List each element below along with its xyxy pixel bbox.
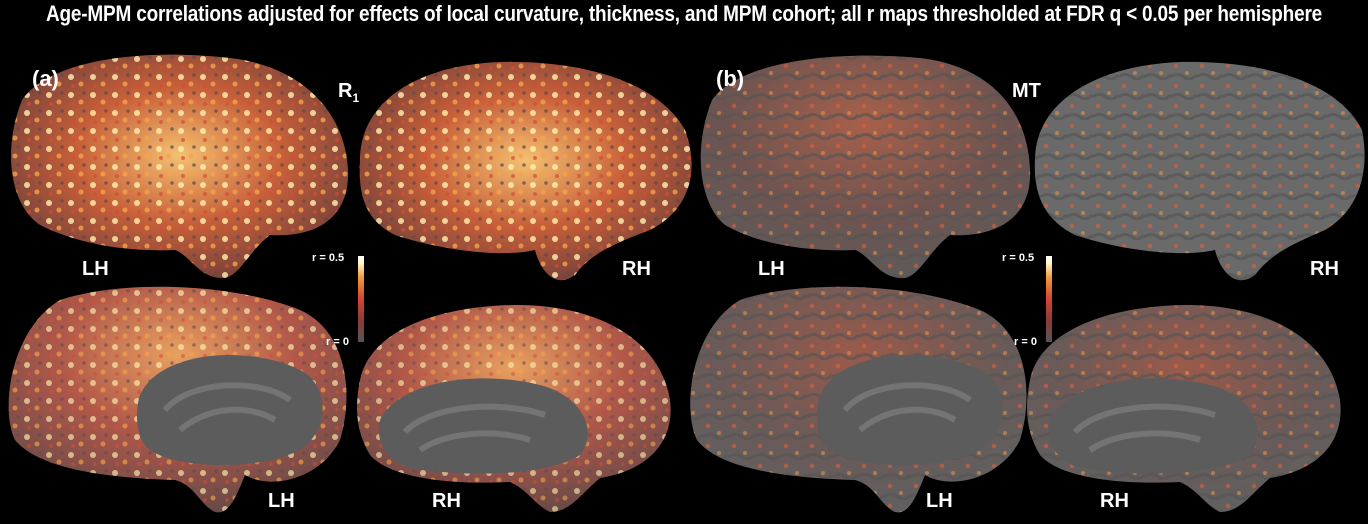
brain-a-lateral-lh — [10, 54, 349, 279]
brain-b-medial-rh — [1027, 305, 1341, 512]
panel-a-lateral-rh-label: RH — [622, 258, 651, 280]
brain-a-medial-rh — [357, 305, 671, 512]
panel-a-colorbar-min: r = 0 — [326, 336, 349, 348]
brain-b-lateral-rh — [1034, 61, 1365, 281]
panel-a-medial-rh-label: RH — [432, 490, 461, 512]
panel-a-letter: (a) — [32, 66, 59, 91]
panel-b-medial-rh-label: RH — [1100, 490, 1129, 512]
panel-a-colorbar — [358, 256, 364, 342]
panel-a-map-label: R1 — [338, 80, 360, 105]
brain-a-medial-lh — [8, 286, 347, 513]
brain-a-lateral-rh — [359, 61, 692, 281]
brain-b-medial-lh — [690, 286, 1027, 513]
brain-b-lateral-lh — [700, 55, 1031, 279]
panel-a-lateral-lh-label: LH — [82, 258, 109, 280]
panel-b-lateral-lh-label: LH — [758, 258, 785, 280]
panel-b-letter: (b) — [716, 66, 745, 91]
panel-b-map-label: MT — [1012, 80, 1041, 102]
panel-a-colorbar-max: r = 0.5 — [312, 252, 345, 264]
panel-b-medial-lh-label: LH — [926, 490, 953, 512]
panel-b-colorbar-max: r = 0.5 — [1002, 252, 1035, 264]
panel-b-colorbar-min: r = 0 — [1014, 336, 1037, 348]
panel-b-colorbar — [1046, 256, 1052, 342]
panel-a-medial-lh-label: LH — [268, 490, 295, 512]
panel-b-lateral-rh-label: RH — [1310, 258, 1339, 280]
figure-title: Age-MPM correlations adjusted for effect… — [45, 2, 1323, 27]
